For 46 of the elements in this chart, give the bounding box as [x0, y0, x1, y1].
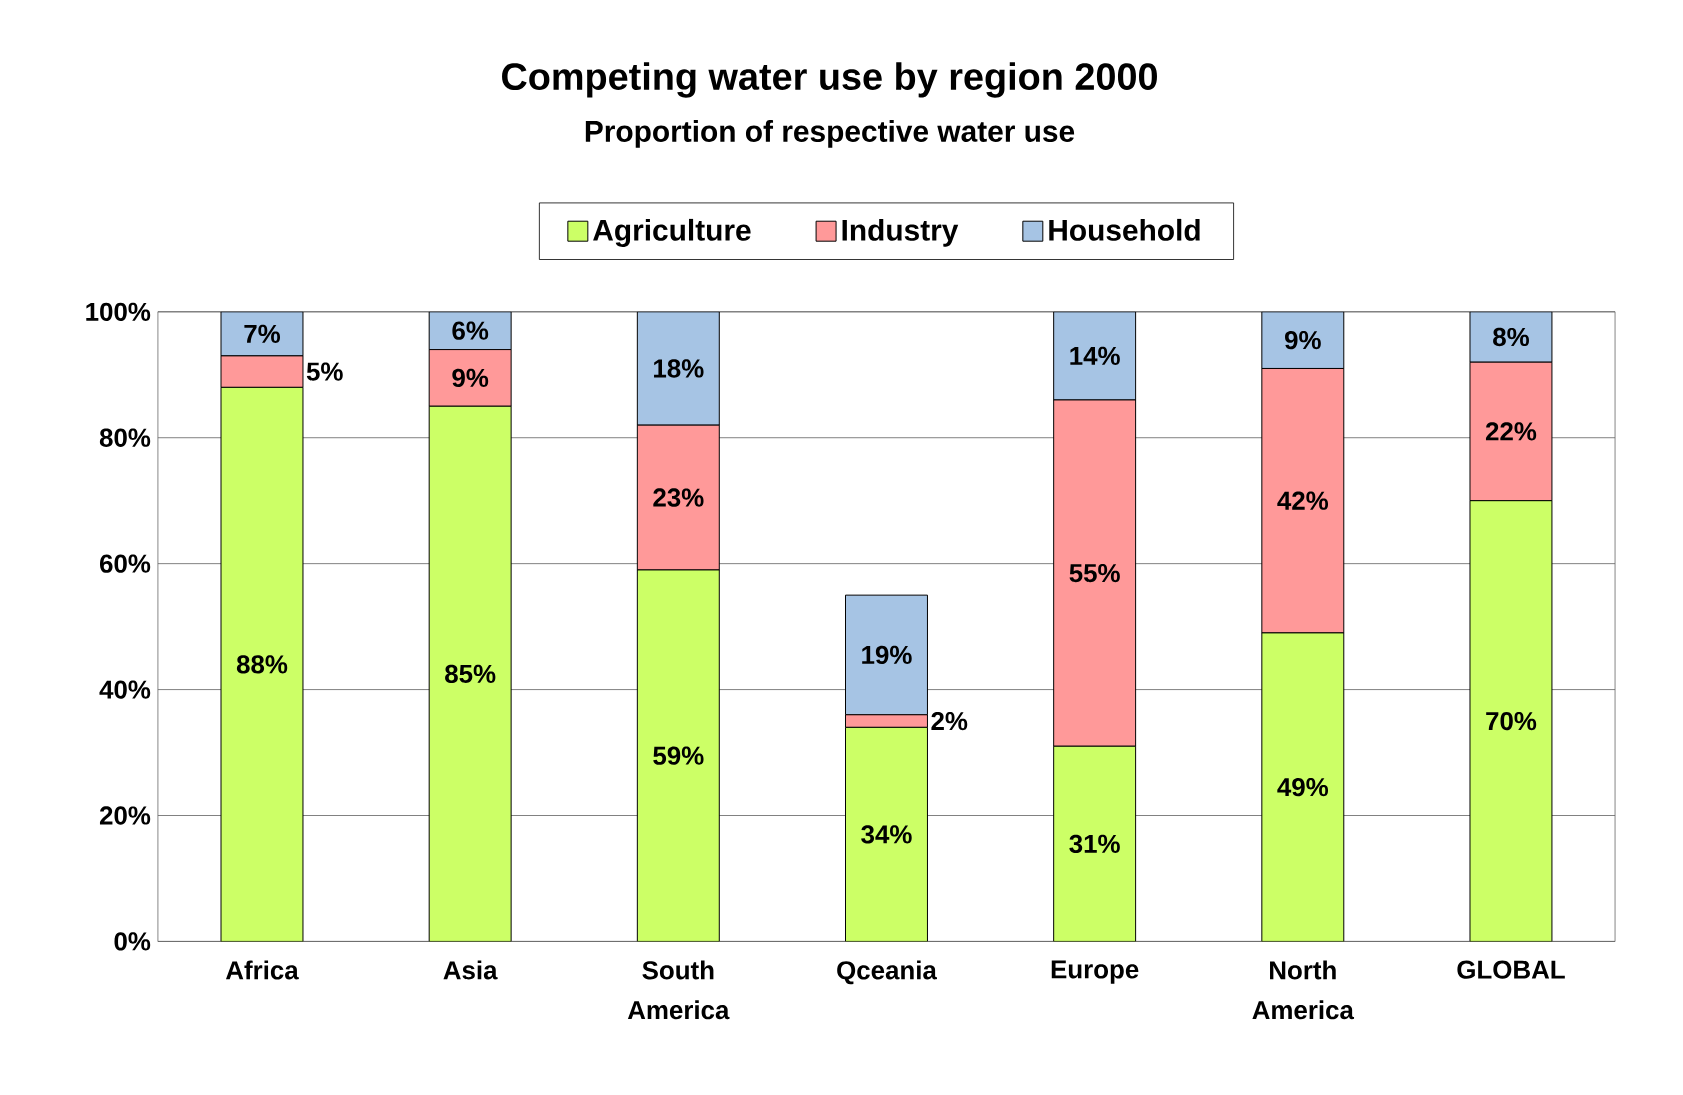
legend-label: Household	[1049, 218, 1200, 241]
x-tick-label: GLOBAL	[1457, 960, 1565, 979]
x-tick-label: South America	[627, 960, 730, 1020]
chart-title: Competing water use by region 2000	[502, 62, 1157, 98]
y-tick-label: 20%	[99, 806, 151, 825]
y-tick-label: 40%	[99, 680, 151, 699]
data-label: 55%	[1069, 563, 1120, 583]
x-tick-label: Europe	[1051, 960, 1139, 984]
x-tick-label: Qceania	[837, 960, 937, 985]
data-label: 19%	[862, 645, 912, 664]
x-tick-label: Africa	[225, 960, 299, 980]
bar	[1261, 632, 1345, 942]
data-label: 9%	[452, 368, 489, 387]
chart-subtitle: Proportion of respective water use	[585, 119, 1075, 148]
data-label: 85%	[445, 664, 496, 683]
data-label: 7%	[244, 324, 281, 343]
data-label: 18%	[654, 359, 704, 378]
data-label: 6%	[452, 321, 489, 340]
bar	[1053, 745, 1137, 942]
x-tick-label: Asia	[443, 960, 498, 980]
bar	[220, 386, 304, 942]
data-label: 8%	[1493, 327, 1529, 346]
bar	[1469, 500, 1553, 942]
data-label: 88%	[236, 655, 288, 674]
bar	[428, 405, 512, 942]
y-tick-label: 100%	[86, 302, 151, 321]
data-label: 70%	[1486, 711, 1537, 731]
data-label: 23%	[653, 488, 704, 507]
y-tick-label: 60%	[100, 554, 151, 573]
legend-label: Industry	[842, 218, 959, 247]
x-tick-label: North America	[1252, 960, 1355, 1020]
data-label: 2%	[931, 711, 968, 731]
data-label: 34%	[861, 825, 912, 844]
data-label: 9%	[1285, 330, 1321, 350]
data-label: 59%	[653, 746, 704, 765]
data-label: 49%	[1277, 777, 1329, 797]
bar	[845, 726, 928, 942]
data-label: 14%	[1070, 346, 1120, 365]
y-tick-label: 80%	[99, 428, 151, 447]
data-label: 22%	[1485, 422, 1537, 441]
legend-label: Agriculture	[593, 218, 751, 247]
data-label: 31%	[1069, 834, 1120, 853]
bar	[636, 569, 720, 942]
y-tick-label: 0%	[114, 932, 151, 951]
data-label: 5%	[306, 362, 343, 381]
data-label: 42%	[1277, 491, 1329, 510]
